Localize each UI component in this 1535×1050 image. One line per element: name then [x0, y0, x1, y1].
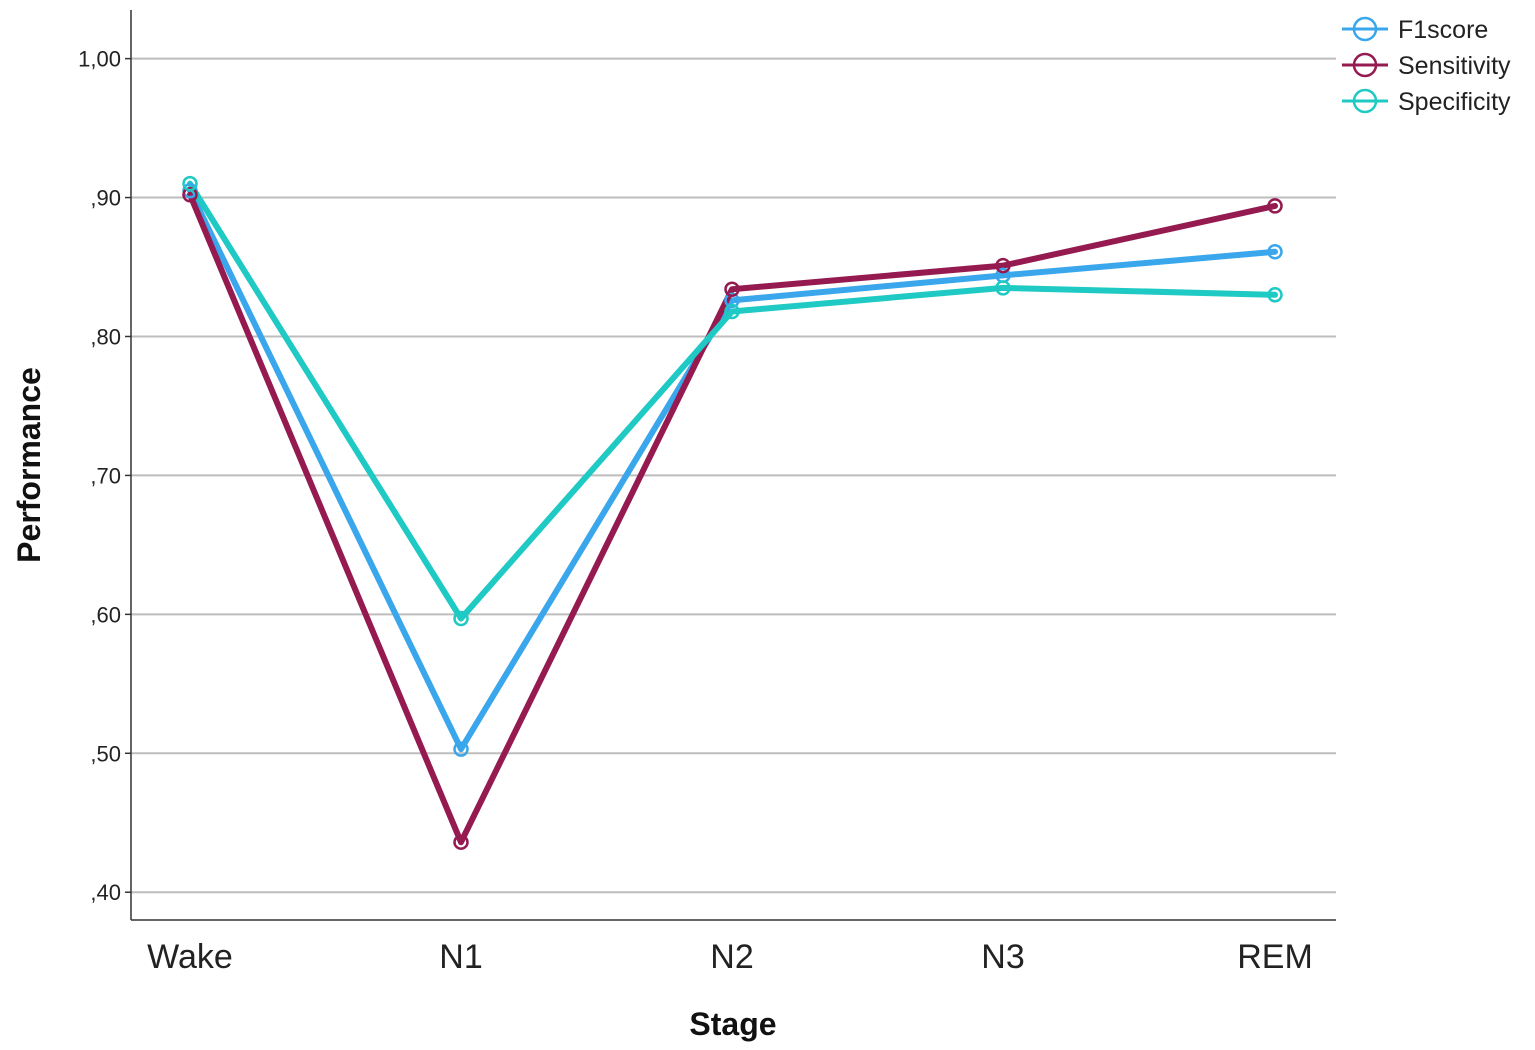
legend-marker-specificity [1352, 88, 1378, 114]
x-tick-label: Wake [147, 938, 233, 976]
series-markers [182, 175, 1283, 850]
y-axis-title: Performance [11, 367, 47, 563]
y-tick-label: ,40 [90, 880, 121, 905]
axes [130, 10, 1336, 921]
legend-label-sensitivity: Sensitivity [1398, 52, 1511, 80]
legend-marker-f1score [1352, 16, 1378, 42]
legend-label-specificity: Specificity [1398, 88, 1511, 116]
x-tick-label: REM [1237, 938, 1313, 976]
legend: F1score Sensitivity Specificity [1342, 16, 1511, 116]
legend-label-f1score: F1score [1398, 16, 1488, 44]
x-tick-label: N2 [710, 938, 753, 976]
x-tick-label: N1 [439, 938, 482, 976]
data-point-f1score [1267, 243, 1283, 260]
series-line-sensitivity [187, 191, 1278, 846]
data-point-specificity [724, 303, 740, 320]
series-lines [187, 180, 1278, 846]
y-tick-label: ,70 [90, 463, 121, 488]
series-line-specificity [187, 180, 1278, 622]
series-line-f1score [187, 187, 1278, 753]
data-point-sensitivity [182, 187, 198, 203]
y-tick-label: ,50 [90, 741, 121, 766]
data-point-specificity [995, 280, 1011, 296]
data-point-f1score [724, 292, 740, 309]
data-point-specificity [1267, 287, 1283, 303]
data-point-sensitivity [453, 834, 469, 850]
x-axis-title: Stage [689, 1006, 776, 1042]
data-point-sensitivity [995, 257, 1011, 274]
legend-marker-sensitivity [1352, 52, 1378, 78]
data-point-specificity [182, 175, 198, 192]
data-point-f1score [453, 741, 469, 757]
y-tick-label: 1,00 [78, 47, 121, 72]
x-tick-label: N3 [981, 938, 1024, 976]
y-tick-label: ,90 [90, 186, 121, 211]
y-tick-label: ,80 [90, 324, 121, 349]
data-point-sensitivity [724, 281, 740, 298]
data-point-specificity [453, 610, 469, 627]
grid-lines [131, 57, 1336, 894]
data-point-sensitivity [1267, 198, 1283, 214]
x-tick-labels: Wake N1 N2 N3 REM [147, 938, 1313, 976]
y-tick-labels: ,40 ,50 ,60 ,70 ,80 ,90 1,00 [78, 47, 131, 905]
y-tick-label: ,60 [90, 602, 121, 627]
